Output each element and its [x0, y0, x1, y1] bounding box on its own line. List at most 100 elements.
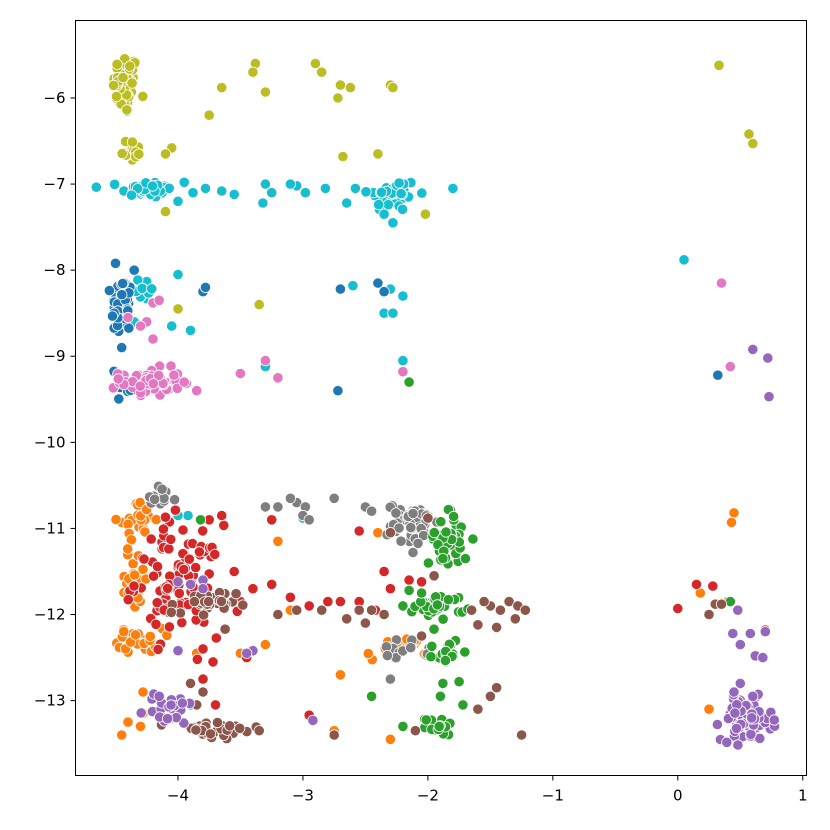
data-point	[191, 653, 203, 665]
data-point	[467, 533, 479, 545]
data-point	[150, 618, 162, 630]
data-point	[678, 254, 690, 266]
series-0	[108, 53, 759, 315]
data-point	[147, 378, 159, 390]
data-point	[123, 322, 135, 334]
data-point	[147, 333, 159, 345]
data-point	[337, 150, 349, 163]
data-point	[184, 324, 197, 336]
series-7	[194, 376, 736, 741]
data-point	[135, 707, 147, 719]
data-point	[118, 626, 130, 638]
data-point	[157, 523, 169, 535]
data-point	[307, 714, 319, 727]
data-point	[106, 310, 119, 322]
data-point	[397, 366, 409, 378]
data-point	[266, 187, 278, 199]
data-point	[146, 283, 158, 295]
data-point	[184, 578, 197, 591]
data-point	[428, 623, 440, 635]
data-point	[172, 268, 184, 281]
data-point	[117, 72, 129, 84]
data-point	[447, 510, 460, 523]
data-point	[415, 587, 428, 599]
data-point	[216, 509, 228, 522]
data-point	[187, 187, 199, 199]
data-point	[420, 714, 432, 726]
data-point	[151, 560, 164, 573]
data-point	[457, 699, 469, 711]
data-point	[353, 525, 365, 537]
data-point	[121, 104, 133, 116]
data-point	[183, 553, 195, 565]
data-point	[291, 604, 303, 616]
data-point	[316, 604, 328, 616]
data-point	[272, 608, 284, 621]
data-point	[372, 277, 384, 289]
data-point	[341, 613, 353, 625]
data-point	[126, 77, 138, 89]
data-point	[403, 574, 415, 586]
data-point	[272, 535, 284, 547]
data-point	[763, 391, 775, 403]
data-point	[349, 182, 361, 194]
data-point	[707, 580, 719, 592]
data-point	[153, 690, 165, 702]
y-tick-label: −9	[43, 347, 65, 365]
data-point	[136, 282, 148, 294]
data-point	[122, 594, 134, 606]
data-point	[153, 294, 165, 306]
data-point	[147, 180, 159, 192]
data-point	[381, 649, 393, 662]
data-point	[412, 537, 424, 550]
data-point	[373, 199, 385, 211]
data-point	[237, 599, 249, 611]
data-point	[203, 595, 215, 608]
plot-frame	[75, 20, 807, 776]
data-point	[732, 604, 744, 616]
x-tick-label: −3	[292, 787, 314, 805]
data-point	[437, 613, 449, 625]
data-point	[359, 617, 371, 629]
data-point	[163, 621, 175, 633]
data-point	[134, 720, 147, 733]
data-point	[112, 373, 124, 385]
data-point	[472, 619, 484, 631]
data-point	[234, 367, 246, 380]
data-point	[151, 597, 163, 609]
data-point	[397, 600, 409, 612]
data-point	[425, 651, 437, 663]
data-point	[372, 527, 384, 539]
data-point	[378, 286, 390, 298]
data-point	[165, 699, 177, 711]
y-tick-label: −8	[43, 261, 65, 279]
data-point	[734, 677, 746, 690]
data-point	[715, 598, 728, 610]
data-point	[334, 595, 346, 608]
data-point	[744, 627, 756, 640]
data-point	[672, 602, 684, 615]
data-point	[403, 376, 415, 388]
data-point	[490, 682, 503, 694]
data-point	[266, 514, 278, 526]
data-point	[768, 714, 780, 726]
data-point	[130, 629, 142, 641]
data-point	[384, 527, 396, 539]
data-point	[362, 647, 374, 660]
data-point	[711, 718, 724, 731]
data-point	[328, 492, 340, 504]
data-point	[437, 677, 449, 690]
series-9	[135, 343, 781, 751]
data-point	[162, 582, 174, 595]
data-point	[241, 647, 253, 659]
data-point	[387, 307, 399, 319]
data-point	[247, 583, 259, 595]
data-point	[109, 257, 122, 269]
data-point	[108, 79, 120, 92]
data-point	[437, 552, 449, 565]
data-point	[712, 369, 724, 381]
data-point	[134, 496, 146, 509]
data-point	[397, 720, 409, 733]
data-point	[299, 187, 311, 199]
data-point	[247, 66, 259, 78]
